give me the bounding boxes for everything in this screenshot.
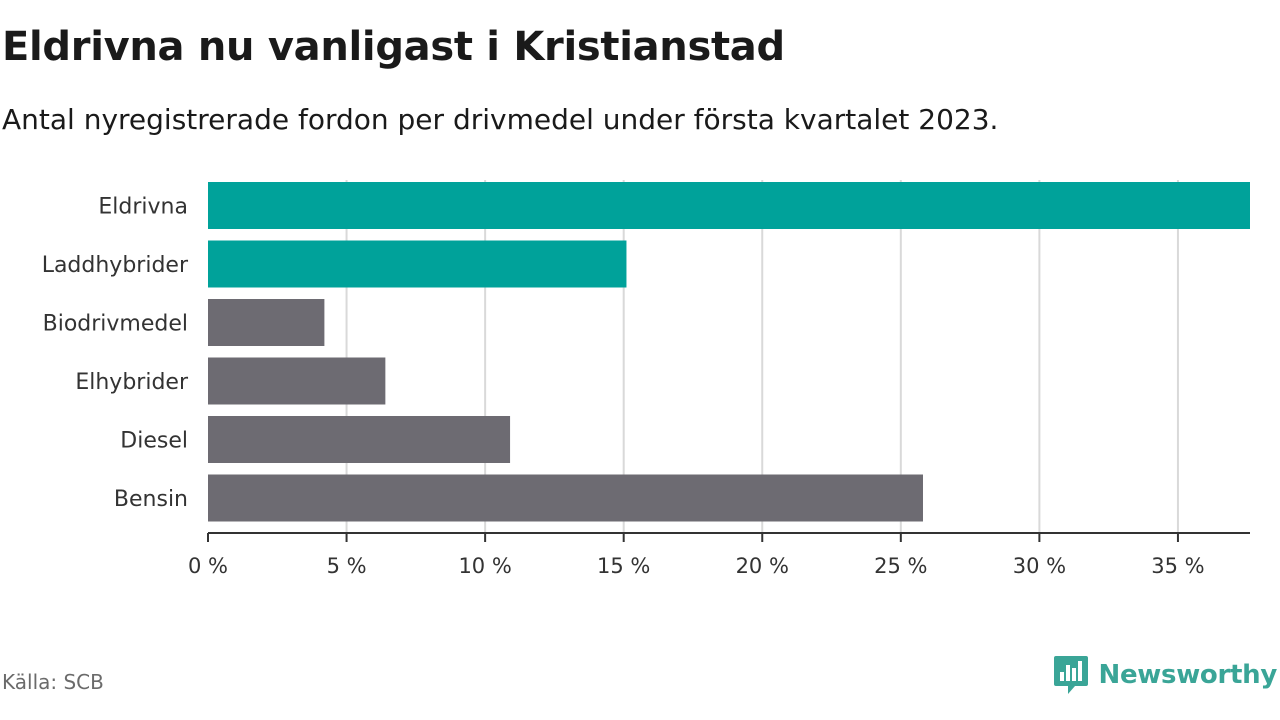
bar-chart: Eldrivna Laddhybrider Biodrivmedel Elhybrid…: [42, 180, 1250, 578]
bars: [208, 182, 1250, 522]
x-tick-label: 25 %: [874, 554, 927, 578]
chart-subtitle: Antal nyregistrerade fordon per drivmede…: [2, 103, 999, 136]
bar-biodrivmedel: [208, 299, 325, 346]
bar-elhybrider: [208, 357, 386, 405]
source-note: Källa: SCB: [2, 670, 104, 694]
x-tick-label: 30 %: [1013, 554, 1066, 578]
bar-bensin: [208, 474, 923, 522]
category-label: Diesel: [120, 429, 188, 454]
chart-title: Eldrivna nu vanligast i Kristianstad: [2, 24, 785, 70]
category-label: Bensin: [114, 487, 188, 512]
brand-name: Newsworthy: [1098, 660, 1278, 690]
x-tick-label: 20 %: [736, 554, 789, 578]
bar-diesel: [208, 416, 511, 463]
bar-laddhybrider: [208, 240, 627, 288]
x-tick-label: 15 %: [597, 554, 650, 578]
category-label: Laddhybrider: [42, 253, 189, 278]
category-label: Elhybrider: [75, 370, 189, 395]
tick-labels: 0 % 5 % 10 % 15 % 20 % 25 % 30 % 35 %: [188, 554, 1205, 578]
x-tick-label: 35 %: [1151, 554, 1204, 578]
newsworthy-logo-icon: [1053, 656, 1088, 694]
gridlines: [345, 180, 1179, 533]
category-labels: Eldrivna Laddhybrider Biodrivmedel Elhybrid…: [42, 195, 189, 513]
x-tick-label: 10 %: [458, 554, 511, 578]
x-tick-label: 0 %: [188, 554, 228, 578]
category-label: Biodrivmedel: [43, 312, 188, 337]
bar-eldrivna: [208, 182, 1250, 229]
category-label: Eldrivna: [98, 195, 188, 220]
tick-marks: [207, 533, 1179, 542]
x-tick-label: 5 %: [327, 554, 367, 578]
brand-logo: Newsworthy: [1053, 654, 1277, 696]
